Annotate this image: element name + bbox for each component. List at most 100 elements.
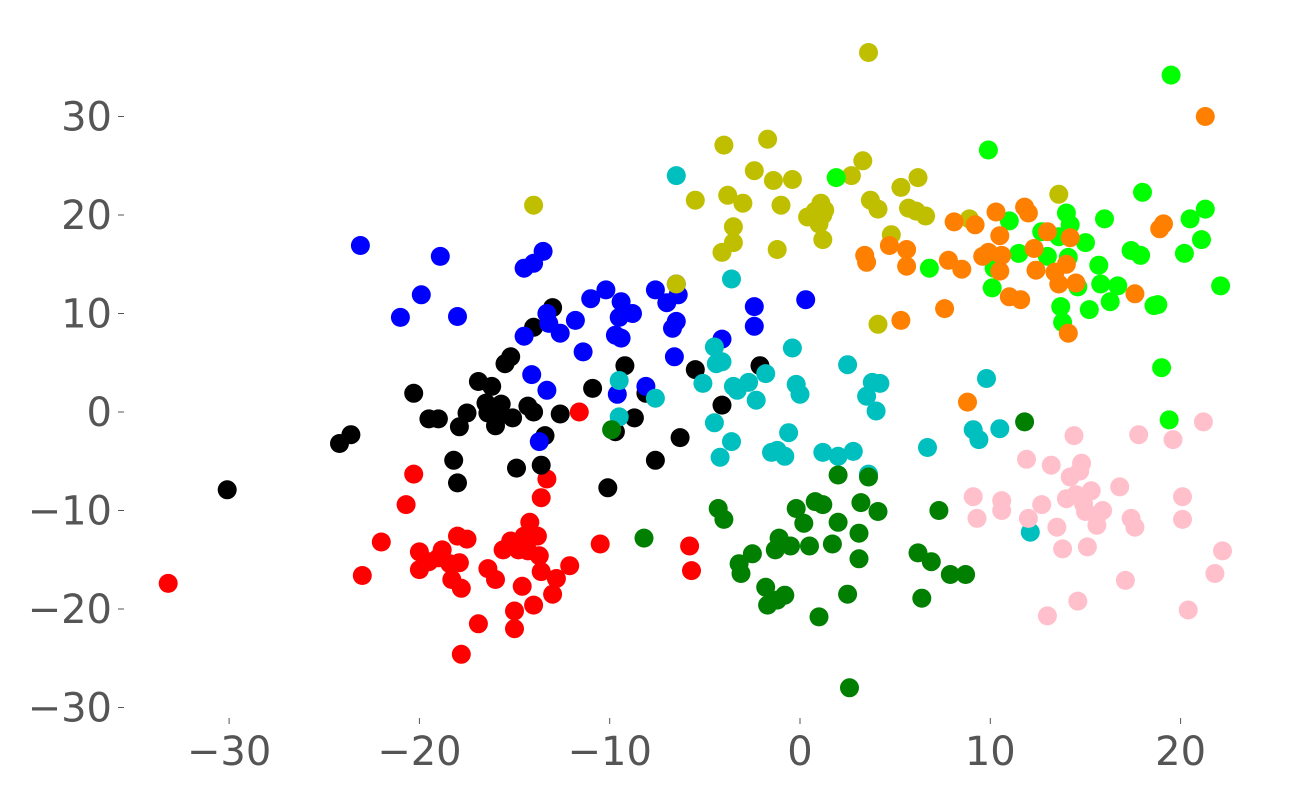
data-point: [1125, 284, 1145, 304]
data-point: [680, 536, 700, 556]
data-point: [800, 536, 819, 556]
data-point: [1060, 228, 1080, 248]
data-point: [796, 290, 816, 310]
data-point: [1129, 425, 1149, 445]
data-point: [1148, 295, 1168, 315]
data-point: [590, 534, 610, 554]
data-point: [1100, 292, 1120, 312]
data-point: [1077, 537, 1097, 557]
data-point: [990, 261, 1010, 281]
data-point: [782, 170, 802, 189]
data-point: [664, 347, 684, 367]
data-point: [505, 619, 524, 639]
x-tick-label: −20: [377, 729, 461, 775]
data-point: [849, 523, 869, 543]
data-point: [771, 195, 791, 215]
data-point: [428, 409, 448, 429]
data-point: [645, 450, 665, 470]
data-point: [666, 274, 686, 294]
data-point: [828, 465, 848, 485]
data-point: [560, 556, 580, 576]
data-point: [714, 135, 734, 155]
data-point: [879, 236, 899, 255]
data-point: [841, 166, 861, 186]
data-point: [779, 423, 799, 443]
data-point: [1032, 495, 1052, 515]
data-point: [609, 371, 629, 390]
data-point: [891, 177, 911, 197]
data-point: [944, 212, 964, 232]
data-point: [615, 356, 635, 376]
data-point: [868, 314, 888, 334]
data-point: [1163, 430, 1183, 450]
data-point: [1051, 297, 1071, 317]
data-point: [916, 206, 936, 226]
data-point: [1095, 209, 1114, 229]
data-point: [744, 316, 764, 336]
data-point: [952, 259, 972, 279]
data-point: [977, 369, 996, 388]
data-point: [704, 413, 724, 433]
x-tick-label: 0: [787, 729, 812, 775]
data-point: [1056, 254, 1076, 274]
data-point: [1108, 276, 1128, 296]
data-point: [992, 501, 1012, 520]
data-point: [756, 364, 776, 384]
data-point: [712, 352, 732, 372]
data-point: [956, 565, 976, 584]
data-point: [217, 480, 237, 500]
data-point: [843, 441, 863, 461]
data-point: [531, 455, 551, 475]
data-point: [739, 372, 759, 392]
data-point: [775, 446, 795, 466]
data-point: [935, 299, 955, 319]
data-point: [870, 373, 890, 393]
data-point: [611, 328, 631, 348]
data-point: [1161, 65, 1181, 85]
data-point: [1173, 487, 1192, 507]
data-point: [813, 442, 833, 462]
data-point: [758, 129, 778, 149]
data-point: [790, 384, 810, 404]
data-point: [1037, 222, 1057, 242]
y-tick-label: 10: [61, 292, 112, 338]
data-point: [565, 310, 585, 330]
data-point: [543, 584, 563, 604]
data-point: [710, 447, 730, 467]
data-point: [531, 562, 551, 582]
data-point: [712, 395, 732, 415]
data-point: [940, 565, 960, 584]
data-point: [851, 493, 871, 513]
points-layer: [158, 43, 1232, 698]
data-point: [714, 509, 734, 529]
data-point: [645, 388, 665, 408]
data-point: [897, 256, 917, 276]
data-point: [1049, 184, 1069, 204]
data-point: [1133, 182, 1152, 202]
data-point: [731, 564, 751, 583]
data-point: [624, 408, 644, 428]
data-point: [765, 540, 785, 560]
y-tick-label: 30: [61, 95, 112, 141]
data-point: [666, 166, 686, 186]
x-tick-label: 10: [965, 729, 1016, 775]
data-point: [958, 392, 977, 412]
data-point: [468, 614, 488, 634]
data-point: [775, 585, 795, 605]
data-point: [645, 280, 665, 300]
data-point: [663, 318, 682, 338]
data-point: [1159, 410, 1179, 430]
data-point: [828, 512, 848, 532]
data-point: [1180, 209, 1200, 229]
data-point: [390, 307, 410, 327]
data-point: [404, 464, 424, 484]
y-tick-label: −30: [28, 686, 112, 732]
data-point: [350, 236, 370, 255]
data-point: [529, 432, 549, 452]
data-point: [712, 242, 732, 262]
data-point: [919, 258, 939, 278]
data-point: [859, 467, 878, 487]
data-point: [938, 250, 958, 270]
data-point: [352, 566, 372, 585]
